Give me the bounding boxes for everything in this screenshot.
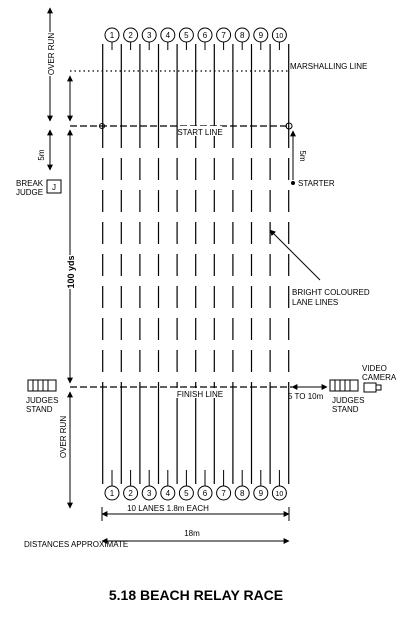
over-run-top-bg: [42, 32, 58, 76]
bottom-lane-numbers: 1 2 3 4 5 6 7 8 9 10: [104, 470, 287, 501]
bright-lines-line2: LANE LINES: [292, 298, 338, 307]
start-marker-right: [285, 122, 293, 130]
lane-number-circle: [234, 485, 250, 501]
starter-marker: [291, 181, 295, 185]
finish-line-label: FINISH LINE: [177, 390, 223, 399]
video-camera-body: [363, 382, 377, 393]
lane-number-label: 7: [221, 489, 226, 498]
distances-note: DISTANCES APPROXIMATE: [24, 540, 128, 549]
lane-number-circle: [178, 485, 194, 501]
judges-right-line1: JUDGES: [332, 396, 364, 405]
lane-number-label: 6: [203, 31, 208, 40]
start-line-label: START LINE: [177, 128, 222, 137]
eighteen-m-label: 18m: [184, 529, 200, 538]
judges-right-line2: STAND: [332, 405, 359, 414]
lane-number-label: 2: [128, 31, 133, 40]
video-camera-line2: CAMERA: [362, 373, 397, 382]
lane-lines-pointer: [269, 229, 321, 281]
lane-number-circle: [216, 27, 232, 43]
diagram-title: 5.18 BEACH RELAY RACE: [109, 587, 283, 603]
lane-number-circle: [253, 27, 269, 43]
top-lane-numbers: 1 2 3 4 5 6 7 8 9 10: [104, 27, 287, 50]
lane-number-circle: [104, 27, 120, 43]
video-camera-line1: VIDEO: [362, 364, 387, 373]
lane-number-label: 10: [276, 491, 284, 498]
start-marker-left: [99, 123, 105, 129]
lane-number-circle: [160, 485, 176, 501]
lane-number-circle: [271, 485, 287, 501]
starter-label: STARTER: [298, 179, 335, 188]
hundred-yds-bg: [62, 255, 78, 289]
lane-number-label: 3: [147, 489, 152, 498]
over-run-top-label: OVER RUN: [47, 33, 56, 75]
lane-number-label: 6: [203, 489, 208, 498]
lane-number-circle: [104, 485, 120, 501]
lane-number-circle: [123, 27, 139, 43]
lane-number-label: 4: [166, 31, 171, 40]
lane-number-circle: [141, 485, 157, 501]
five-to-ten-label: 5 TO 10m: [288, 392, 324, 401]
lane-number-circle: [197, 27, 213, 43]
lane-number-circle: [141, 27, 157, 43]
lane-number-circle: [178, 27, 194, 43]
judges-left-line1: JUDGES: [26, 396, 58, 405]
ten-lanes-label: 10 LANES 1.8m EACH: [127, 504, 209, 513]
break-judge-box: [46, 179, 62, 194]
marshalling-line-label: MARSHALLING LINE: [290, 62, 367, 71]
lane-number-circle: [123, 485, 139, 501]
break-judge-line2: JUDGE: [16, 188, 43, 197]
lane-number-label: 1: [110, 31, 115, 40]
lane-number-circle: [253, 485, 269, 501]
lane-number-circle: [234, 27, 250, 43]
lane-lines: [102, 44, 290, 484]
bright-lines-line1: BRIGHT COLOURED: [292, 288, 370, 297]
judges-stand-right: [329, 379, 359, 392]
lane-number-circle: [216, 485, 232, 501]
lane-number-circle: [160, 27, 176, 43]
video-camera-lens: [375, 384, 382, 391]
lane-number-label: 2: [128, 489, 133, 498]
lane-number-label: 7: [221, 31, 226, 40]
hundred-yds-label: 100 yds: [66, 255, 76, 288]
lane-number-label: 5: [184, 31, 189, 40]
lane-number-label: 1: [110, 489, 115, 498]
lane-number-label: 3: [147, 31, 152, 40]
lane-number-label: 8: [240, 489, 245, 498]
finish-label-bg: [176, 388, 222, 398]
break-judge-letter: J: [52, 183, 56, 192]
lane-number-label: 5: [184, 489, 189, 498]
five-m-left-label: 5m: [37, 149, 46, 160]
lane-number-circle: [271, 27, 287, 43]
judges-stand-left: [27, 379, 57, 392]
lane-number-label: 9: [259, 489, 264, 498]
break-judge-line1: BREAK: [16, 179, 44, 188]
lane-number-label: 10: [276, 33, 284, 40]
lane-number-label: 8: [240, 31, 245, 40]
lane-number-label: 9: [259, 31, 264, 40]
start-label-bg: [178, 126, 222, 136]
five-m-right-label: 5m: [298, 150, 307, 161]
lane-number-label: 4: [166, 489, 171, 498]
lane-number-circle: [197, 485, 213, 501]
over-run-bottom-label: OVER RUN: [59, 416, 68, 458]
judges-left-line2: STAND: [26, 405, 53, 414]
